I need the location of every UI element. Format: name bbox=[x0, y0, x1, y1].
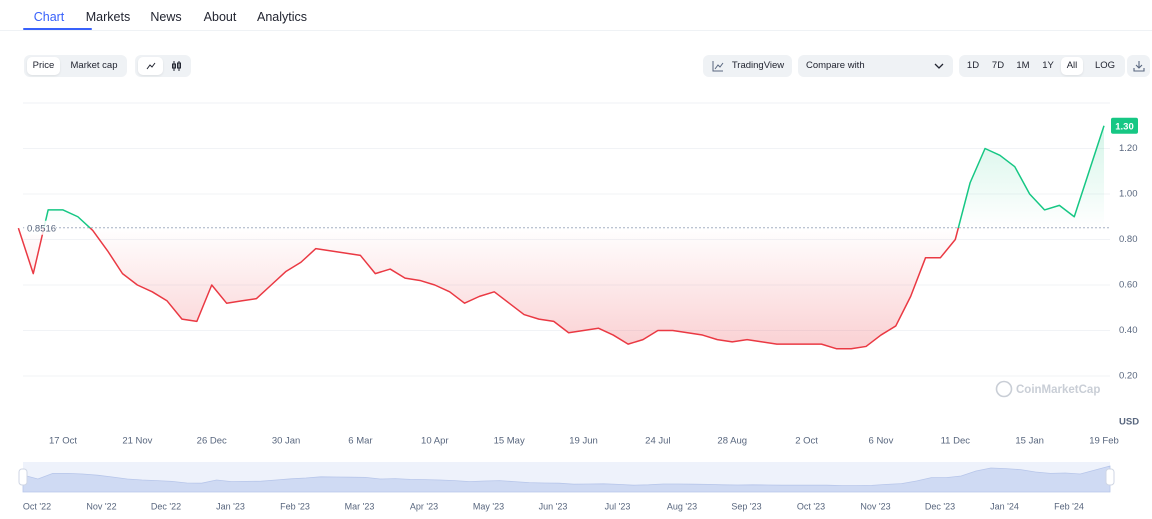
y-tick-label: 0.40 bbox=[1119, 325, 1138, 336]
watermark: CoinMarketCap bbox=[995, 380, 1100, 398]
tab[interactable]: Markets bbox=[85, 10, 131, 24]
navigator-label: Aug '23 bbox=[667, 501, 697, 511]
tab-divider bbox=[0, 30, 1152, 31]
compare-dropdown[interactable]: Compare with bbox=[798, 55, 953, 77]
navigator-handle[interactable] bbox=[18, 468, 28, 486]
market-cap-button[interactable]: Market cap bbox=[70, 60, 118, 71]
x-tick-label: 28 Aug bbox=[717, 436, 747, 447]
line-chart-button[interactable] bbox=[138, 57, 163, 75]
price-button[interactable]: Price bbox=[27, 57, 60, 75]
navigator-label: Jun '23 bbox=[539, 501, 568, 511]
x-tick-label: 6 Mar bbox=[348, 436, 372, 447]
navigator-label: Jul '23 bbox=[605, 501, 631, 511]
x-tick-label: 19 Feb bbox=[1089, 436, 1119, 447]
chevron-icon bbox=[934, 63, 944, 69]
log-button[interactable]: LOG bbox=[1094, 60, 1116, 71]
y-tick-label: 1.20 bbox=[1119, 143, 1138, 154]
range-button[interactable]: 1Y bbox=[1042, 60, 1054, 71]
watermark-text: CoinMarketCap bbox=[1016, 384, 1100, 396]
navigator-label: Oct '22 bbox=[23, 501, 51, 511]
range-button[interactable]: 1M bbox=[1016, 60, 1030, 71]
tab[interactable]: Analytics bbox=[256, 10, 308, 24]
range-toggle: 1D 7D 1M 1Y All LOG bbox=[959, 55, 1125, 77]
x-tick-label: 24 Jul bbox=[645, 436, 670, 447]
x-tick-label: 10 Apr bbox=[421, 436, 448, 447]
range-button[interactable]: All bbox=[1061, 57, 1083, 75]
current-price-label: 1.30 bbox=[1115, 121, 1134, 132]
compare-label: Compare with bbox=[806, 60, 865, 71]
tab[interactable]: News bbox=[150, 10, 182, 24]
navigator-handle[interactable] bbox=[1105, 468, 1115, 486]
navigator-label: Jan '24 bbox=[990, 501, 1019, 511]
navigator-label: Sep '23 bbox=[731, 501, 761, 511]
navigator-label: Mar '23 bbox=[345, 501, 375, 511]
baseline-label-box bbox=[24, 220, 56, 235]
navigator-area bbox=[22, 465, 1111, 493]
navigator-label: Feb '24 bbox=[1054, 501, 1084, 511]
x-tick-label: 21 Nov bbox=[122, 436, 152, 447]
chart-type-toggle bbox=[135, 55, 191, 77]
baseline-label: 0.8516 bbox=[27, 223, 56, 234]
download-button[interactable] bbox=[1127, 55, 1150, 77]
x-tick-label: 2 Oct bbox=[795, 436, 818, 447]
price-area bbox=[18, 125, 1104, 349]
x-tick-label: 15 Jan bbox=[1015, 436, 1044, 447]
navigator-label: Feb '23 bbox=[280, 501, 310, 511]
navigator-label: Nov '23 bbox=[860, 501, 890, 511]
y-tick-label: 0.80 bbox=[1119, 234, 1138, 245]
x-tick-label: 6 Nov bbox=[869, 436, 894, 447]
tradingview-button[interactable]: TradingView bbox=[703, 55, 792, 77]
y-tick-label: 1.00 bbox=[1119, 189, 1138, 200]
x-tick-label: 26 Dec bbox=[197, 436, 227, 447]
candle-icon bbox=[172, 61, 181, 71]
navigator-label: Jan '23 bbox=[216, 501, 245, 511]
view-toggle: Price Market cap bbox=[24, 55, 127, 77]
x-tick-label: 19 Jun bbox=[569, 436, 598, 447]
download-icon bbox=[1133, 61, 1145, 72]
navigator-label: May '23 bbox=[473, 501, 504, 511]
tab[interactable]: Chart bbox=[33, 10, 65, 24]
navigator-label: Oct '23 bbox=[797, 501, 825, 511]
y-unit: USD bbox=[1119, 417, 1139, 428]
current-price-box bbox=[1111, 117, 1138, 134]
line-icon bbox=[146, 62, 156, 70]
tab[interactable]: About bbox=[203, 10, 237, 24]
y-tick-label: 0.20 bbox=[1119, 371, 1138, 382]
x-tick-label: 17 Oct bbox=[49, 436, 77, 447]
price-line bbox=[17, 125, 1105, 350]
tradingview-icon bbox=[712, 61, 724, 72]
navigator-label: Nov '22 bbox=[86, 501, 116, 511]
active-tab-indicator bbox=[23, 28, 92, 30]
navigator-label: Dec '22 bbox=[151, 501, 181, 511]
range-button[interactable]: 7D bbox=[991, 60, 1005, 71]
tradingview-label: TradingView bbox=[731, 60, 785, 71]
range-button[interactable]: 1D bbox=[966, 60, 980, 71]
candle-chart-button[interactable] bbox=[164, 57, 189, 75]
y-tick-label: 0.60 bbox=[1119, 280, 1138, 291]
x-tick-label: 15 May bbox=[494, 436, 525, 447]
navigator-label: Dec '23 bbox=[925, 501, 955, 511]
x-tick-label: 30 Jan bbox=[272, 436, 301, 447]
navigator-label: Apr '23 bbox=[410, 501, 438, 511]
x-tick-label: 11 Dec bbox=[941, 436, 971, 447]
